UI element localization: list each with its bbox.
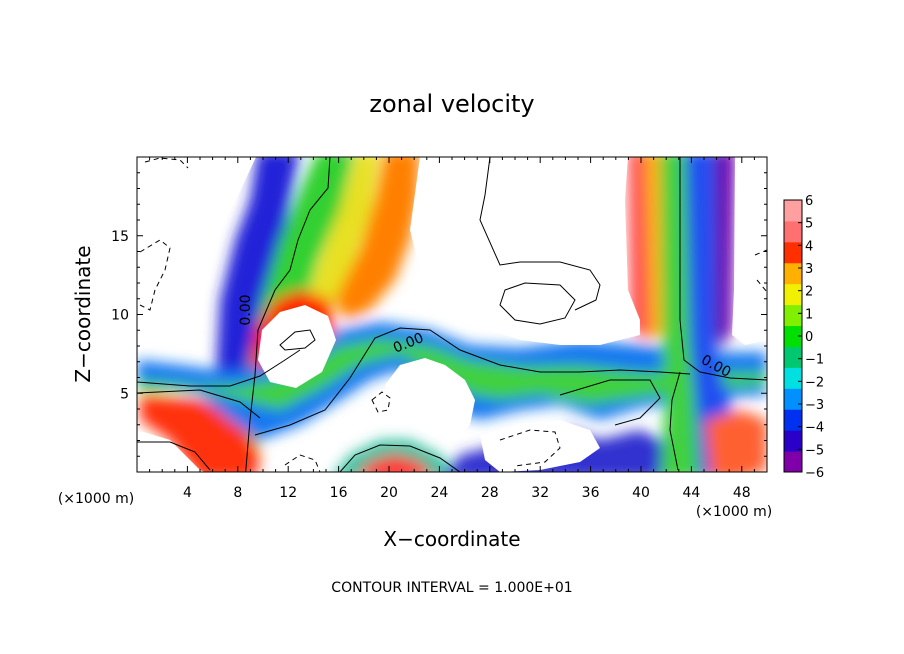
white-hole-lower: [385, 358, 475, 440]
x-axis-label: X−coordinate: [383, 527, 520, 551]
x-tick-label: 12: [279, 485, 297, 501]
contour-center-open: [479, 157, 601, 311]
y-tick-label: 15: [111, 229, 129, 245]
colorbar-tick-label: 1: [805, 307, 813, 322]
colorbar-tick-label: −6: [805, 466, 824, 481]
colorbar-swatch: [784, 409, 802, 431]
y-axis-label: Z−coordinate: [71, 245, 95, 382]
white-region-right: [732, 157, 767, 345]
white-region-left: [137, 157, 256, 350]
colorbar-tick-label: −5: [805, 443, 824, 458]
white-regions: [137, 157, 767, 472]
x-tick-label: 48: [733, 485, 751, 501]
y-axis: 5 10 15: [111, 172, 767, 457]
colorbar-swatch: [784, 388, 802, 410]
chart-title: zonal velocity: [369, 90, 534, 118]
contour-right-lower: [669, 371, 681, 471]
field-right-bottom-red: [705, 410, 767, 472]
dashed-contour-bottom-right: [499, 429, 561, 467]
contour-bottom-left: [137, 441, 211, 471]
contour-label-left: 0.00: [238, 294, 254, 325]
x-tick-label: 36: [582, 485, 600, 501]
colorbar-swatch: [784, 220, 802, 243]
contour-zero-right: [679, 157, 767, 381]
field-right-purple: [715, 157, 735, 350]
colorbar-swatch: [784, 325, 802, 347]
colorbar-tick-label: −2: [805, 375, 824, 390]
white-region-bottom-left: [137, 430, 205, 472]
colorbar-swatch: [784, 262, 802, 285]
contour-zero-left: [137, 349, 301, 387]
field-orange-left: [335, 157, 420, 320]
colorbar-tick-label: 2: [805, 285, 813, 300]
field-bottom-red: [361, 455, 429, 472]
contour-bottom-center: [339, 444, 461, 472]
white-region-center: [410, 157, 640, 345]
x-tick-label: 8: [233, 485, 242, 501]
colorbar-tick-label: 3: [805, 262, 813, 277]
contour-mid-left: [137, 389, 261, 419]
x-tick-label: 44: [682, 485, 700, 501]
contour-right-band: [559, 379, 661, 426]
colorbar-swatch: [784, 430, 802, 452]
x-tick-label: 32: [531, 485, 549, 501]
x-unit-left: (×1000 m): [58, 491, 134, 507]
dashed-contour-bottom: [284, 454, 321, 472]
colorbar-swatch: [784, 346, 802, 368]
colorbar-swatch: [784, 283, 802, 306]
colorbar-swatch: [784, 200, 802, 222]
x-tick-label: 16: [330, 485, 348, 501]
colorbar-swatch: [784, 304, 802, 327]
colorbar: 6 5 4 3 2 1 0 −1 −2 −3 −4 −5 −6: [783, 194, 824, 481]
field-yellow-left: [300, 157, 380, 330]
x-axis: 4 8 12 16 20 24 28 32 36 40 44 48: [149, 157, 755, 501]
dashed-contour-left: [139, 239, 171, 311]
y-tick-label: 10: [111, 308, 129, 324]
field-red-bottom: [140, 395, 260, 472]
x-unit-right: (×1000 m): [696, 504, 772, 520]
y-tick-label: 5: [120, 386, 129, 402]
contour-zero-left-vertical: [245, 157, 331, 472]
colorbar-tick-label: −3: [805, 398, 824, 413]
dashed-contour-right: [754, 249, 767, 293]
colorbar-swatch: [784, 451, 802, 473]
colorbar-swatch: [784, 367, 802, 389]
x-tick-label: 20: [380, 485, 398, 501]
colorbar-tick-label: −4: [805, 421, 824, 436]
white-hole-left: [258, 305, 336, 388]
contour-closed-left: [279, 329, 316, 351]
colorbar-tick-label: 4: [805, 239, 813, 254]
x-tick-label: 40: [632, 485, 650, 501]
colorbar-swatch: [784, 241, 802, 264]
footer-contour-interval: CONTOUR INTERVAL = 1.000E+01: [331, 580, 572, 596]
colorbar-tick-label: −1: [805, 353, 824, 368]
x-tick-label: 28: [481, 485, 499, 501]
contour-lines-dashed: [139, 157, 767, 472]
colorbar-tick-label: 5: [805, 217, 813, 232]
dashed-contour-lower: [371, 391, 391, 413]
colorbar-tick-label: 6: [805, 194, 813, 209]
contour-closed-center: [499, 282, 576, 325]
color-field: 0.00 0.00 0.00: [137, 157, 767, 472]
x-tick-label: 24: [430, 485, 448, 501]
x-tick-label: 4: [183, 485, 192, 501]
contour-zero-center: [254, 327, 691, 436]
white-hole-bottom-right: [480, 420, 600, 472]
colorbar-tick-label: 0: [805, 330, 813, 345]
contour-lines: [137, 157, 767, 472]
